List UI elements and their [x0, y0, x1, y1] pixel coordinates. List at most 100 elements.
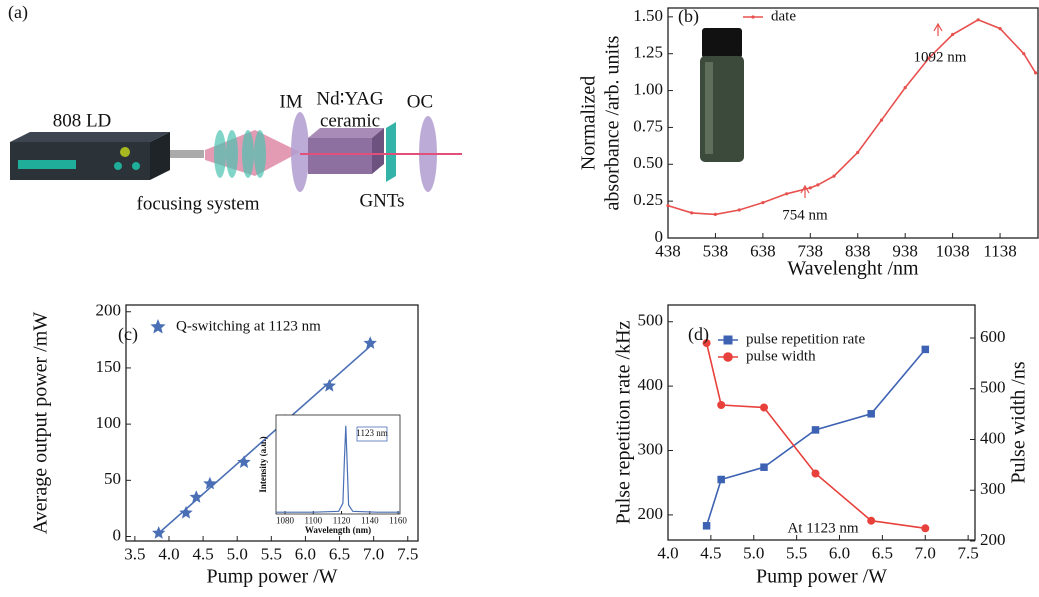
- x-tick-label: 4.5: [700, 543, 721, 562]
- setup-diagram: (a) 808 LD focusing system IM Nd∶YAG cer…: [8, 2, 462, 214]
- marker: [751, 15, 755, 19]
- y-tick-label: 0: [655, 227, 664, 246]
- marker: [189, 490, 203, 503]
- marker: [856, 150, 860, 155]
- y2-tick-label: 200: [980, 530, 1006, 549]
- vial-photo: [700, 28, 744, 162]
- panel-label: (a): [8, 2, 28, 23]
- laser-top: [10, 132, 170, 142]
- marker: [998, 27, 1002, 31]
- series-line: [667, 18, 1037, 216]
- y2-tick-label: 400: [980, 428, 1006, 447]
- marker: [723, 335, 733, 345]
- crystal-label: ceramic: [320, 110, 380, 131]
- y-tick-label: 1.25: [633, 43, 663, 62]
- x-axis-label: Wavelenght /nm: [787, 258, 919, 280]
- annotation: 1092 nm: [914, 49, 967, 65]
- panel-label: (c): [118, 324, 138, 345]
- annotation: At 1123 nm: [787, 520, 858, 536]
- marker: [903, 86, 907, 90]
- marker: [811, 469, 820, 478]
- laser-led: [120, 147, 130, 157]
- vial-glare: [705, 62, 713, 154]
- y2-tick-label: 300: [980, 479, 1006, 498]
- marker: [867, 410, 875, 418]
- mirror-label: IM: [279, 91, 302, 112]
- fiber: [170, 150, 204, 158]
- fit-line: [158, 342, 375, 534]
- x-axis-label: Pump power /W: [756, 566, 887, 588]
- plot-frame: [125, 304, 419, 542]
- marker: [1022, 52, 1026, 56]
- y-tick-label: 500: [638, 311, 664, 330]
- x-tick-label: 838: [845, 241, 871, 260]
- plot-frame: [667, 7, 1039, 239]
- x-tick-label: 1120: [333, 516, 351, 526]
- marker: [761, 201, 765, 205]
- marker: [702, 339, 711, 348]
- panel-label: (d): [688, 324, 709, 345]
- marker: [808, 186, 812, 190]
- y-tick-label: 50: [104, 469, 121, 488]
- legend-label: pulse repetition rate: [746, 331, 865, 347]
- x-tick-label: 4.0: [657, 543, 678, 562]
- marker: [760, 403, 768, 412]
- marker: [152, 526, 166, 539]
- y-tick-label: 1.50: [633, 6, 663, 25]
- laser-knob: [132, 162, 140, 170]
- x-tick-label: 1160: [389, 516, 407, 526]
- marker: [717, 475, 725, 484]
- y-axis-label: Normalized: [578, 76, 600, 170]
- lens-label: focusing system: [137, 193, 260, 214]
- series-line: [705, 348, 926, 527]
- marker: [832, 174, 836, 178]
- x-tick-label: 1038: [936, 241, 970, 260]
- x-tick-label: 638: [750, 241, 776, 260]
- marker: [237, 455, 251, 468]
- coupler-label: OC: [407, 91, 433, 112]
- x-tick-label: 1140: [361, 516, 379, 526]
- y-axis-label: Average output power /mW: [30, 312, 52, 534]
- x-tick-label: 7.0: [915, 543, 936, 562]
- marker: [363, 336, 377, 349]
- y-axis-label: Intensity (a.u.): [258, 436, 268, 492]
- crystal-label: Nd∶YAG: [316, 88, 384, 109]
- marker: [690, 211, 694, 215]
- x-tick-label: 7.0: [363, 544, 384, 563]
- annotation: 754 nm: [782, 207, 828, 223]
- marker: [879, 118, 884, 122]
- marker: [737, 208, 741, 212]
- y-tick-label: 1.00: [633, 79, 663, 98]
- series-line: [705, 342, 926, 530]
- y-tick-label: 0: [113, 525, 122, 544]
- marker: [203, 476, 217, 490]
- marker: [976, 18, 980, 22]
- lens: [254, 130, 266, 178]
- x-tick-label: 7.5: [958, 543, 979, 562]
- y-tick-label: 200: [638, 504, 664, 523]
- y-tick-label: 200: [96, 301, 122, 320]
- y-tick-label: 300: [638, 439, 664, 458]
- lens: [226, 130, 238, 178]
- legend-label: date: [771, 8, 796, 24]
- annotation-box: [356, 426, 388, 442]
- marker: [322, 378, 336, 392]
- legend-label: pulse width: [746, 348, 816, 364]
- y-tick-label: 100: [96, 413, 122, 432]
- x-tick-label: 6.0: [829, 543, 850, 562]
- lens: [242, 130, 254, 178]
- marker: [713, 212, 718, 216]
- x-tick-label: 3.5: [124, 544, 145, 563]
- crystal-top: [308, 128, 384, 138]
- x-tick-label: 6.5: [872, 543, 893, 562]
- x-tick-label: 4.0: [158, 544, 179, 563]
- x-tick-label: 738: [798, 241, 824, 260]
- y-tick-label: 150: [96, 357, 122, 376]
- x-tick-label: 5.5: [786, 543, 807, 562]
- x-tick-label: 5.0: [743, 543, 764, 562]
- marker: [1034, 71, 1038, 75]
- marker: [927, 56, 931, 60]
- x-axis-label: Wavelength (nm): [305, 525, 371, 535]
- panel-label: (b): [678, 6, 699, 27]
